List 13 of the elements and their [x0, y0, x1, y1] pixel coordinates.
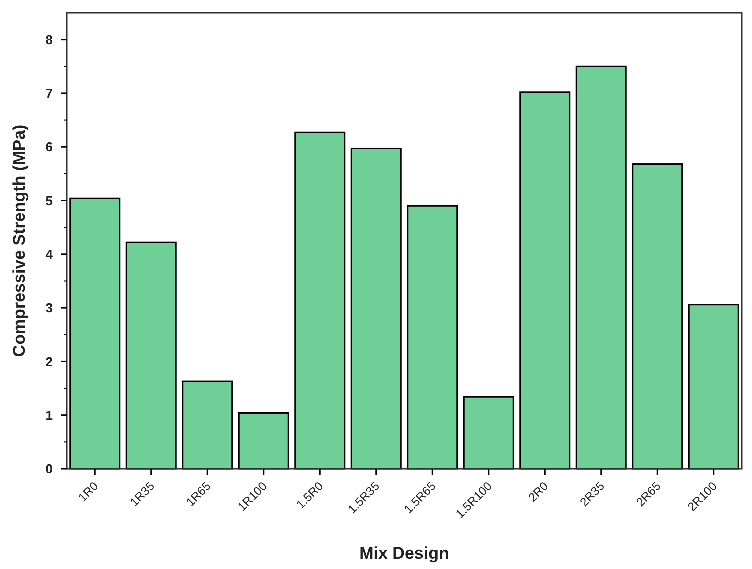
- y-axis-title: Compressive Strength (MPa): [10, 124, 29, 358]
- y-tick-label: 7: [46, 86, 53, 102]
- y-tick-label: 8: [46, 32, 53, 48]
- y-tick-label: 0: [46, 462, 53, 477]
- y-tick-label: 1: [46, 408, 53, 423]
- x-tick-label: 2R0: [526, 478, 552, 505]
- y-tick-label: 5: [46, 193, 53, 208]
- y-tick-label: 6: [46, 140, 53, 155]
- x-tick-label: 1R0: [76, 478, 102, 505]
- y-tick-label: 3: [46, 300, 53, 316]
- x-axis-title: Mix Design: [360, 544, 450, 563]
- y-tick-label: 4: [46, 246, 54, 262]
- y-tick-label: 2: [46, 354, 53, 370]
